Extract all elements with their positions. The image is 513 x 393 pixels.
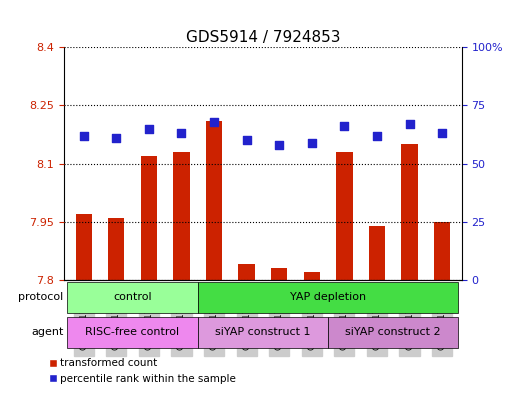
FancyBboxPatch shape xyxy=(328,317,459,348)
FancyBboxPatch shape xyxy=(67,317,198,348)
Bar xyxy=(336,152,352,280)
Point xyxy=(80,132,88,139)
Text: protocol: protocol xyxy=(18,292,64,302)
Text: agent: agent xyxy=(31,327,64,337)
Bar xyxy=(108,218,125,280)
Legend: transformed count, percentile rank within the sample: transformed count, percentile rank withi… xyxy=(46,354,240,388)
Point xyxy=(438,130,446,136)
Text: siYAP construct 2: siYAP construct 2 xyxy=(345,327,441,337)
Text: siYAP construct 1: siYAP construct 1 xyxy=(215,327,311,337)
FancyBboxPatch shape xyxy=(67,282,198,313)
FancyBboxPatch shape xyxy=(198,282,459,313)
Bar xyxy=(401,144,418,280)
Title: GDS5914 / 7924853: GDS5914 / 7924853 xyxy=(186,29,340,44)
Bar xyxy=(304,272,320,280)
Text: YAP depletion: YAP depletion xyxy=(290,292,366,302)
Bar xyxy=(239,264,255,280)
Bar xyxy=(271,268,287,280)
Text: RISC-free control: RISC-free control xyxy=(86,327,180,337)
Point xyxy=(340,123,348,129)
Point xyxy=(405,121,413,127)
Point xyxy=(373,132,381,139)
Point xyxy=(112,135,121,141)
Point xyxy=(145,125,153,132)
Bar xyxy=(141,156,157,280)
Point xyxy=(243,137,251,143)
Text: control: control xyxy=(113,292,152,302)
Point xyxy=(308,140,316,146)
Bar xyxy=(369,226,385,280)
Bar xyxy=(173,152,190,280)
Point xyxy=(177,130,186,136)
Bar xyxy=(206,121,222,280)
FancyBboxPatch shape xyxy=(198,317,328,348)
Bar xyxy=(434,222,450,280)
Point xyxy=(210,119,218,125)
Bar xyxy=(75,214,92,280)
Point xyxy=(275,142,283,148)
